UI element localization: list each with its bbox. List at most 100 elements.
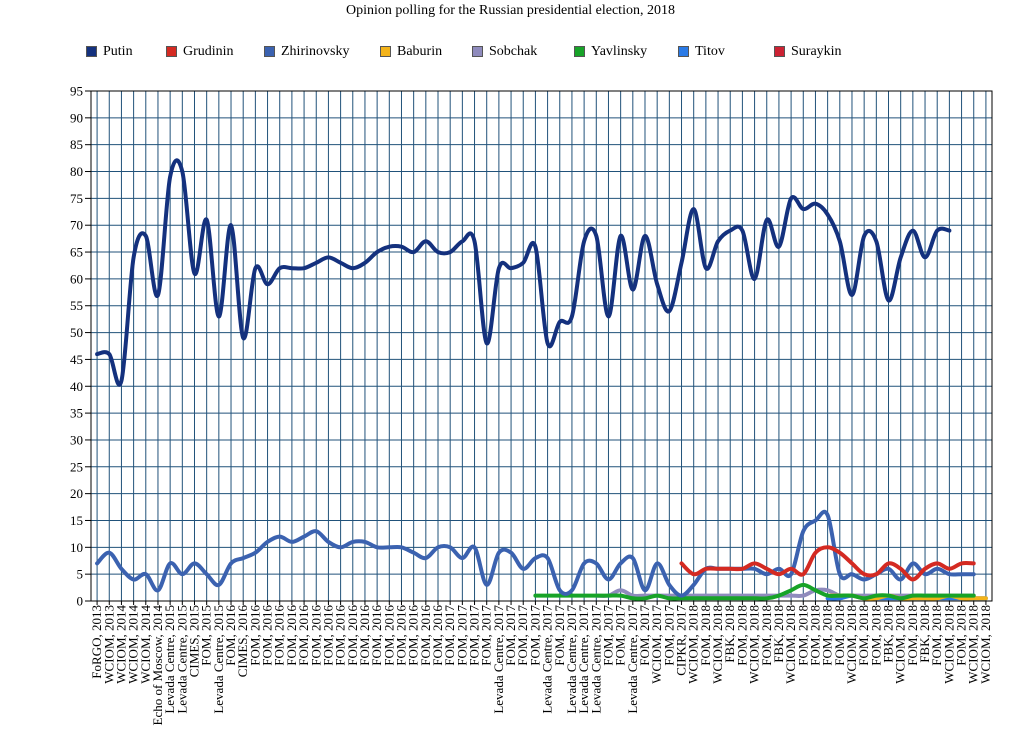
- legend-swatch: [678, 46, 689, 57]
- x-tick-label: Levada Centre, 2015: [174, 605, 189, 714]
- x-tick-label: FOM, 2016: [333, 605, 348, 666]
- y-tick-label: 80: [70, 164, 83, 179]
- x-tick-label: CIMES, 2015: [186, 605, 201, 677]
- x-tick-label: FOM, 2018: [807, 605, 822, 666]
- x-tick-label: CIPKR, 2017: [674, 605, 689, 676]
- x-tick-label: FOM, 2017: [515, 605, 530, 666]
- x-tick-label: FOM, 2017: [613, 605, 628, 666]
- legend-swatch: [380, 46, 391, 57]
- x-tick-label: FOM, 2017: [454, 605, 469, 666]
- x-tick-label: WCIOM, 2018: [978, 605, 993, 684]
- x-tick-label: WCIOM, 2014: [113, 605, 128, 684]
- x-tick-label: FOM, 2018: [868, 605, 883, 666]
- chart-title: Opinion polling for the Russian presiden…: [346, 3, 675, 18]
- y-tick-label: 60: [70, 271, 83, 286]
- x-tick-label: FOM, 2016: [369, 605, 384, 666]
- x-tick-label: FOM, 2018: [954, 605, 969, 666]
- y-tick-label: 65: [70, 245, 83, 260]
- legend-swatch: [774, 46, 785, 57]
- y-tick-label: 20: [70, 486, 83, 501]
- x-tick-label: FOM, 2017: [661, 605, 676, 666]
- y-tick-label: 45: [70, 352, 83, 367]
- x-tick-label: Levada Centre, 2017: [564, 605, 579, 714]
- legend-label: Grudinin: [183, 44, 234, 59]
- y-tick-label: 30: [70, 432, 83, 447]
- y-tick-label: 85: [70, 137, 83, 152]
- legend-swatch: [264, 46, 275, 57]
- x-tick-label: FOM, 2018: [929, 605, 944, 666]
- x-tick-label: FBK, 2018: [917, 605, 932, 663]
- x-tick-label: FOM, 2018: [734, 605, 749, 666]
- x-tick-label: FBK, 2018: [722, 605, 737, 663]
- y-tick-label: 15: [70, 513, 83, 528]
- x-tick-label: FoRGO, 2013: [89, 605, 104, 679]
- x-tick-label: FOM, 2016: [381, 605, 396, 666]
- x-tick-label: WCIOM, 2018: [783, 605, 798, 684]
- legend-swatch: [472, 46, 483, 57]
- x-tick-label: FOM, 2017: [600, 605, 615, 666]
- legend-label: Titov: [695, 44, 725, 59]
- x-tick-label: Levada Centre, 2017: [491, 605, 506, 714]
- y-tick-label: 0: [77, 594, 84, 609]
- x-tick-label: FOM, 2018: [795, 605, 810, 666]
- legend-swatch: [166, 46, 177, 57]
- series-line-grudinin: [679, 545, 976, 582]
- x-tick-label: WCIOM, 2018: [686, 605, 701, 684]
- x-tick-label: WCIOM, 2017: [649, 605, 664, 684]
- x-tick-label: Levada Centre, 2017: [540, 605, 555, 714]
- x-tick-label: WCIOM, 2018: [941, 605, 956, 684]
- y-tick-label: 90: [70, 110, 83, 125]
- series-line-putin: [95, 158, 952, 387]
- x-tick-label: Levada Centre, 2017: [576, 605, 591, 714]
- series-line-yavlinsky: [533, 582, 976, 601]
- legend-label: Baburin: [397, 44, 443, 59]
- x-tick-label: FOM, 2016: [345, 605, 360, 666]
- y-tick-label: 35: [70, 406, 83, 421]
- legend-swatch: [86, 46, 97, 57]
- x-tick-label: FOM, 2016: [296, 605, 311, 666]
- x-tick-label: CIMES, 2016: [235, 605, 250, 678]
- x-tick-label: WCIOM, 2018: [747, 605, 762, 684]
- x-tick-label: FOM, 2018: [759, 605, 774, 666]
- legend-swatch: [574, 46, 585, 57]
- x-tick-label: FOM, 2016: [308, 605, 323, 666]
- y-tick-label: 5: [77, 567, 84, 582]
- x-tick-label: WCIOM, 2018: [966, 605, 981, 684]
- x-tick-label: FBK, 2018: [771, 605, 786, 663]
- x-tick-label: FOM, 2017: [442, 605, 457, 666]
- x-tick-label: WCIOM, 2014: [126, 605, 141, 684]
- x-tick-label: FOM, 2018: [820, 605, 835, 666]
- x-tick-label: Levada Centre, 2017: [625, 605, 640, 714]
- x-tick-label: FOM, 2018: [905, 605, 920, 666]
- x-tick-label: FOM, 2016: [247, 605, 262, 666]
- x-tick-label: FOM, 2018: [856, 605, 871, 666]
- x-tick-label: FOM, 2016: [406, 605, 421, 666]
- x-tick-label: WCIOM, 2018: [844, 605, 859, 684]
- x-tick-label: Levada Centre, 2015: [162, 605, 177, 714]
- legend-label: Putin: [103, 44, 133, 59]
- x-tick-label: FOM, 2016: [272, 605, 287, 666]
- legend-label: Sobchak: [489, 44, 538, 59]
- legend-label: Suraykin: [791, 44, 842, 59]
- plot-frame: [90, 90, 993, 602]
- x-tick-label: WCIOM, 2014: [138, 605, 153, 684]
- x-tick-label: Echo of Moscow, 2014: [150, 605, 165, 726]
- x-tick-label: FOM, 2016: [393, 605, 408, 666]
- y-tick-label: 70: [70, 218, 83, 233]
- x-tick-label: FOM, 2016: [418, 605, 433, 666]
- x-tick-label: FOM, 2017: [503, 605, 518, 666]
- x-tick-label: FBK, 2018: [881, 605, 896, 663]
- x-tick-label: FOM, 2017: [637, 605, 652, 666]
- y-tick-label: 10: [70, 540, 83, 555]
- x-tick-label: WCIOM, 2018: [893, 605, 908, 684]
- plot-area: [91, 91, 992, 601]
- x-tick-label: FOM, 2016: [357, 605, 372, 666]
- x-tick-label: FOM, 2018: [698, 605, 713, 666]
- y-tick-label: 95: [70, 84, 83, 99]
- y-tick-label: 25: [70, 459, 83, 474]
- x-tick-label: FOM, 2015: [199, 605, 214, 666]
- x-tick-label: FOM, 2017: [467, 605, 482, 666]
- y-tick-label: 75: [70, 191, 83, 206]
- legend-label: Yavlinsky: [591, 44, 648, 59]
